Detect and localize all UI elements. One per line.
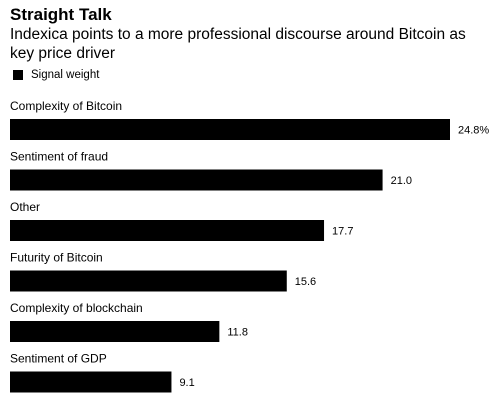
legend: Signal weight	[13, 69, 99, 81]
chart-subtitle: Indexica points to a more professional d…	[10, 26, 466, 62]
value-label: 15.6	[295, 276, 316, 288]
value-label: 9.1	[179, 377, 194, 389]
category-label: Other	[10, 200, 40, 214]
category-label: Sentiment of fraud	[10, 150, 108, 164]
bar	[10, 119, 450, 140]
bar	[10, 371, 172, 393]
value-label: 11.8	[227, 327, 248, 339]
bar	[10, 169, 383, 191]
bar	[10, 220, 325, 241]
category-label: Futurity of Bitcoin	[10, 251, 103, 265]
category-label: Complexity of Bitcoin	[10, 99, 122, 113]
bar	[10, 270, 287, 292]
legend-label: Signal weight	[31, 69, 100, 81]
value-label: 24.8%	[458, 125, 489, 137]
value-label: 17.7	[332, 226, 353, 238]
chart-title: Straight Talk	[10, 5, 112, 24]
legend-swatch	[13, 70, 23, 80]
value-label: 21.0	[391, 175, 412, 187]
bar	[10, 321, 220, 342]
category-label: Complexity of blockchain	[10, 301, 143, 315]
category-label: Sentiment of GDP	[10, 352, 107, 366]
